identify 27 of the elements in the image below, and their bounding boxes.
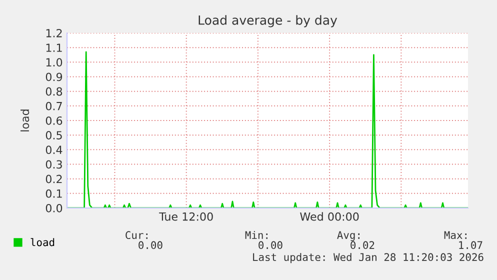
y-tick-label: 0.4 [46, 146, 62, 154]
text: 0.00 [258, 241, 282, 250]
y-tick-label: 0.7 [46, 102, 62, 110]
y-tick-label: 1.0 [46, 58, 62, 67]
y-tick-label: 0.1 [46, 189, 62, 198]
y-tick-label: 0.8 [46, 87, 62, 96]
y-tick-label: 1.1 [46, 44, 62, 52]
text: 1.07 [459, 241, 482, 250]
y-axis-title: load [20, 110, 30, 132]
y-tick-label: 0.0 [46, 204, 62, 212]
text: 0.02 [350, 241, 374, 250]
text: 0.00 [138, 241, 162, 250]
y-tick-label: 0.9 [46, 72, 62, 82]
y-tick-label: 0.6 [46, 116, 62, 125]
text: Last update: Wed Jan 28 11:20:03 2026 [253, 252, 484, 264]
text: Cur: [126, 231, 148, 240]
y-tick-label: 1.2 [46, 28, 62, 38]
text: Avg: [337, 231, 360, 242]
x-tick-label: Tue 12:00 [159, 212, 213, 221]
x-tick-label: Wed 00:00 [300, 212, 359, 221]
text: Max: [444, 231, 466, 240]
y-tick-label: 0.2 [46, 174, 62, 184]
text: Min: [245, 230, 268, 239]
chart-title: Load average - by day [198, 15, 338, 28]
y-tick-label: 0.3 [46, 160, 62, 169]
legend-label: load [30, 238, 54, 246]
y-tick-label: 0.5 [46, 131, 62, 140]
